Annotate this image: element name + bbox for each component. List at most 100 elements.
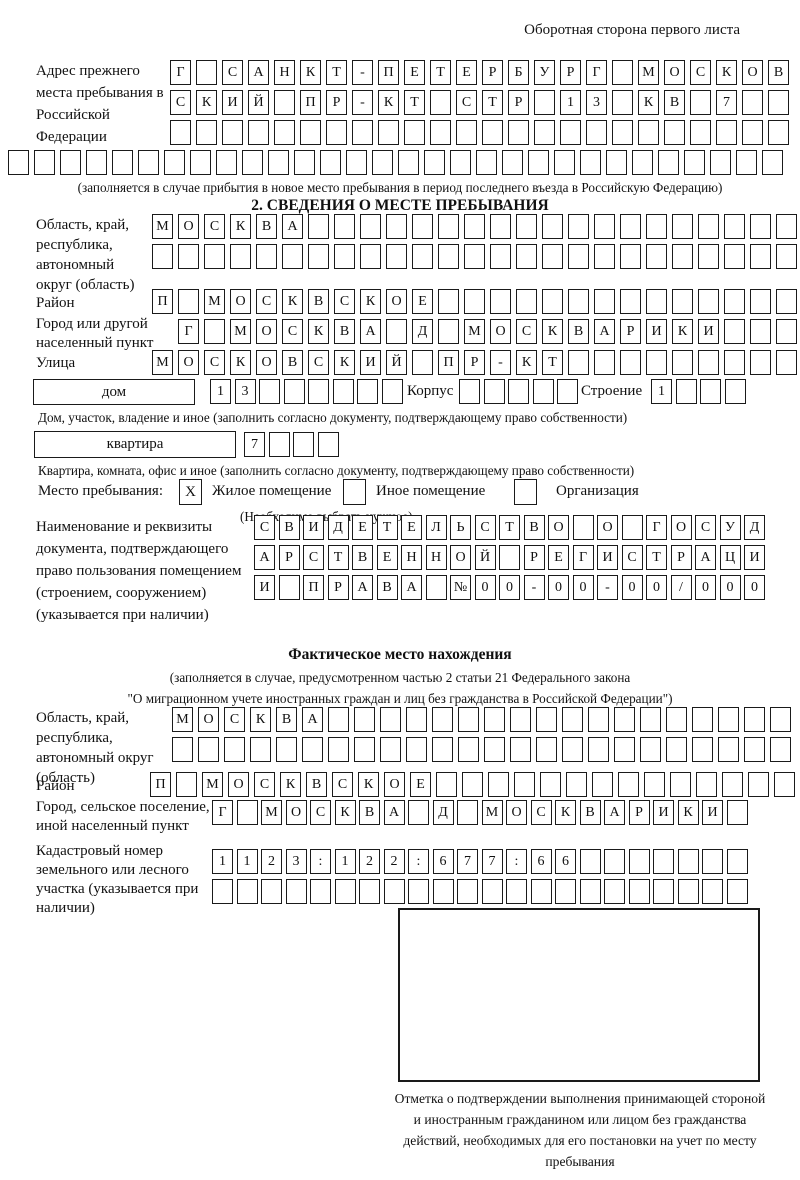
char-box xyxy=(278,575,300,600)
char-box xyxy=(490,289,511,314)
char-box: В xyxy=(352,545,373,570)
char-box xyxy=(482,120,503,145)
char-box: О xyxy=(670,515,692,540)
char-box xyxy=(562,707,583,732)
char-box xyxy=(372,150,393,175)
char-box xyxy=(744,707,765,732)
char-box xyxy=(438,214,459,239)
char-box xyxy=(579,849,601,874)
char-box xyxy=(86,150,107,175)
char-box: И xyxy=(702,800,723,825)
char-box xyxy=(268,150,289,175)
char-box: Т xyxy=(542,350,563,375)
char-box xyxy=(554,150,575,175)
char-box xyxy=(653,879,674,904)
char-box xyxy=(700,379,721,404)
char-box: О xyxy=(490,319,511,344)
char-box xyxy=(555,879,576,904)
char-box: Ц xyxy=(719,545,741,570)
char-box: П xyxy=(150,772,171,797)
char-box: Т xyxy=(376,515,398,540)
char-box: Р xyxy=(560,60,581,85)
char-box: С xyxy=(690,60,711,85)
char-box: Р xyxy=(523,545,545,570)
char-box: В xyxy=(768,60,789,85)
char-box: С xyxy=(254,515,275,540)
char-box: М xyxy=(481,800,503,825)
char-box: С xyxy=(334,289,355,314)
char-box xyxy=(677,849,699,874)
char-box xyxy=(320,150,341,175)
char-box xyxy=(406,737,427,762)
char-box: Н xyxy=(274,60,295,85)
char-box xyxy=(457,879,478,904)
char-box xyxy=(196,120,217,145)
char-box: 1 xyxy=(560,90,581,115)
char-box: 0 xyxy=(744,575,765,600)
char-box xyxy=(646,289,667,314)
char-box xyxy=(536,707,557,732)
char-box xyxy=(776,289,797,314)
char-box xyxy=(436,772,457,797)
char-box xyxy=(540,772,561,797)
char-box: Г xyxy=(170,60,191,85)
char-box: Е xyxy=(352,515,373,540)
char-box xyxy=(334,214,355,239)
char-box: А xyxy=(302,707,323,732)
char-box: И xyxy=(744,545,765,570)
char-box xyxy=(684,150,705,175)
char-box xyxy=(261,879,282,904)
char-box xyxy=(566,772,587,797)
char-box xyxy=(690,120,711,145)
char-box xyxy=(381,379,403,404)
char-box xyxy=(432,707,453,732)
char-box xyxy=(412,350,433,375)
char-box: И xyxy=(597,545,618,570)
char-box: М xyxy=(202,772,223,797)
char-box: С xyxy=(256,289,277,314)
char-box xyxy=(776,214,797,239)
kadastr-label: Кадастровый номер земельного или лесного… xyxy=(36,843,199,916)
char-box: С xyxy=(310,800,331,825)
char-box xyxy=(274,120,295,145)
stroenie-row: 1 xyxy=(651,379,746,404)
char-box xyxy=(8,150,29,175)
char-box: Е xyxy=(376,545,398,570)
char-box: К xyxy=(308,319,329,344)
char-box xyxy=(557,379,578,404)
char-box: : xyxy=(506,849,527,874)
char-box xyxy=(696,772,717,797)
char-box xyxy=(250,737,271,762)
char-box: В xyxy=(282,350,303,375)
char-box xyxy=(152,244,173,269)
char-box xyxy=(164,150,185,175)
char-box xyxy=(568,214,589,239)
char-box xyxy=(481,879,503,904)
char-box: 2 xyxy=(383,849,405,874)
char-box xyxy=(514,772,535,797)
char-box xyxy=(750,214,771,239)
char-box: С xyxy=(204,350,225,375)
char-box xyxy=(536,737,557,762)
char-box: Г xyxy=(572,545,594,570)
char-box xyxy=(360,214,381,239)
char-box: П xyxy=(438,350,459,375)
char-box: В xyxy=(256,214,277,239)
char-box: Г xyxy=(646,515,667,540)
char-box: К xyxy=(334,350,355,375)
char-box xyxy=(308,379,329,404)
char-box: В xyxy=(568,319,589,344)
apartment-number-row: 7 xyxy=(244,432,339,457)
char-box: П xyxy=(152,289,173,314)
char-box xyxy=(776,244,797,269)
char-box: С xyxy=(332,772,353,797)
fact-raion-label: Район xyxy=(36,778,75,794)
char-box xyxy=(457,800,478,825)
char-box xyxy=(334,879,356,904)
char-box: № xyxy=(450,575,471,600)
char-box xyxy=(770,707,791,732)
checkbox-zhiloe: X xyxy=(179,479,202,505)
fact-note-line2: "О миграционном учете иностранных гражда… xyxy=(127,691,673,706)
char-box: О xyxy=(664,60,685,85)
